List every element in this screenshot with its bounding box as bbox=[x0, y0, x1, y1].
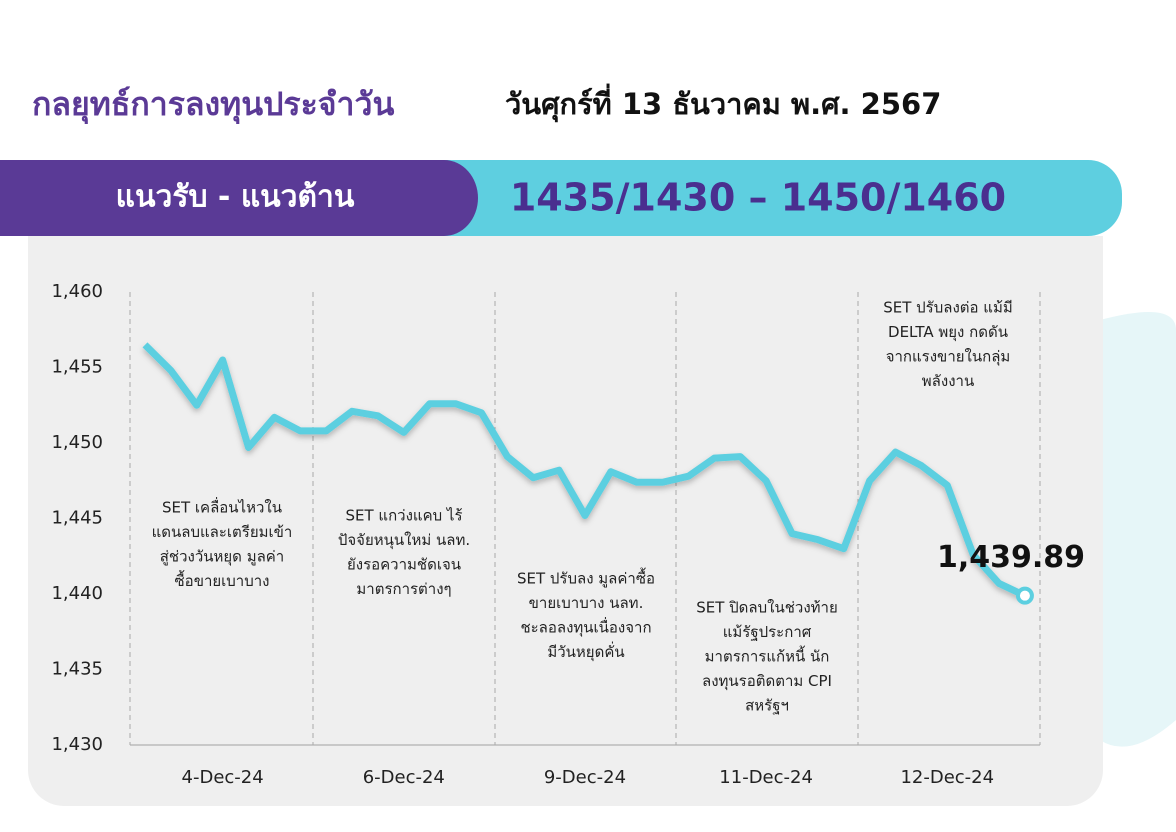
y-tick-label: 1,435 bbox=[51, 659, 103, 680]
annotation: ขายเบาบาง นลท. bbox=[529, 594, 644, 612]
y-tick-label: 1,445 bbox=[51, 508, 103, 529]
annotation: ยังรอความชัดเจน bbox=[347, 556, 461, 574]
line bbox=[142, 342, 1027, 599]
y-tick-label: 1,455 bbox=[51, 357, 103, 378]
annotation: ปัจจัยหนุนใหม่ นลท. bbox=[338, 531, 470, 550]
end-point bbox=[1015, 586, 1034, 605]
annotation: SET เคลื่อนไหวใน bbox=[162, 497, 282, 517]
banner-label: แนวรับ - แนวต้าน bbox=[116, 180, 355, 215]
annotation: ซื้อขายเบาบาง bbox=[175, 570, 270, 590]
annotation: แดนลบและเตรียมเข้า bbox=[152, 523, 293, 541]
annotation: DELTA พยุง กดดัน bbox=[888, 323, 1008, 342]
x-tick-label: 6-Dec-24 bbox=[363, 767, 445, 788]
annotation: SET ปรับลง มูลค่าซื้อ bbox=[517, 568, 655, 588]
y-tick-label: 1,430 bbox=[51, 734, 103, 755]
y-tick-label: 1,440 bbox=[51, 583, 103, 604]
annotation: SET ปรับลงต่อ แม้มี bbox=[883, 299, 1013, 317]
annotation: ชะลอลงทุนเนื่องจาก bbox=[520, 617, 651, 638]
annotation: SET แกว่งแคบ ไร้ bbox=[345, 507, 462, 525]
annotation: มาตรการแก้หนี้ นัก bbox=[705, 646, 830, 666]
annotation: แม้รัฐประกาศ bbox=[723, 623, 812, 641]
bg-shape bbox=[1100, 312, 1176, 747]
annotation: ลงทุนรอติดตาม CPI bbox=[702, 672, 832, 691]
annotation: สหรัฐฯ bbox=[745, 697, 789, 715]
annotation: พลังงาน bbox=[922, 372, 974, 390]
annotation: มีวันหยุดคั่น bbox=[547, 641, 624, 662]
chart-panel bbox=[28, 236, 1103, 806]
value-label: 1,439.89 bbox=[937, 540, 1085, 575]
x-tick-label: 12-Dec-24 bbox=[900, 767, 994, 788]
annotation: จากแรงขายในกลุ่ม bbox=[886, 348, 1011, 367]
x-tick-label: 4-Dec-24 bbox=[182, 767, 264, 788]
x-tick-label: 11-Dec-24 bbox=[719, 767, 813, 788]
banner-left bbox=[0, 160, 478, 236]
y-tick-label: 1,460 bbox=[51, 281, 103, 302]
x-tick-label: 9-Dec-24 bbox=[544, 767, 626, 788]
date: วันศุกร์ที่ 13 ธันวาคม พ.ศ. 2567 bbox=[505, 83, 941, 122]
annotation: มาตรการต่างๆ bbox=[356, 580, 451, 598]
title: กลยุทธ์การลงทุนประจำวัน bbox=[32, 85, 394, 125]
annotation: สู่ช่วงวันหยุด มูลค่า bbox=[160, 548, 284, 567]
y-tick-label: 1,450 bbox=[51, 432, 103, 453]
annotation: SET ปิดลบในช่วงท้าย bbox=[696, 599, 838, 617]
banner-value: 1435/1430 – 1450/1460 bbox=[510, 176, 1006, 220]
